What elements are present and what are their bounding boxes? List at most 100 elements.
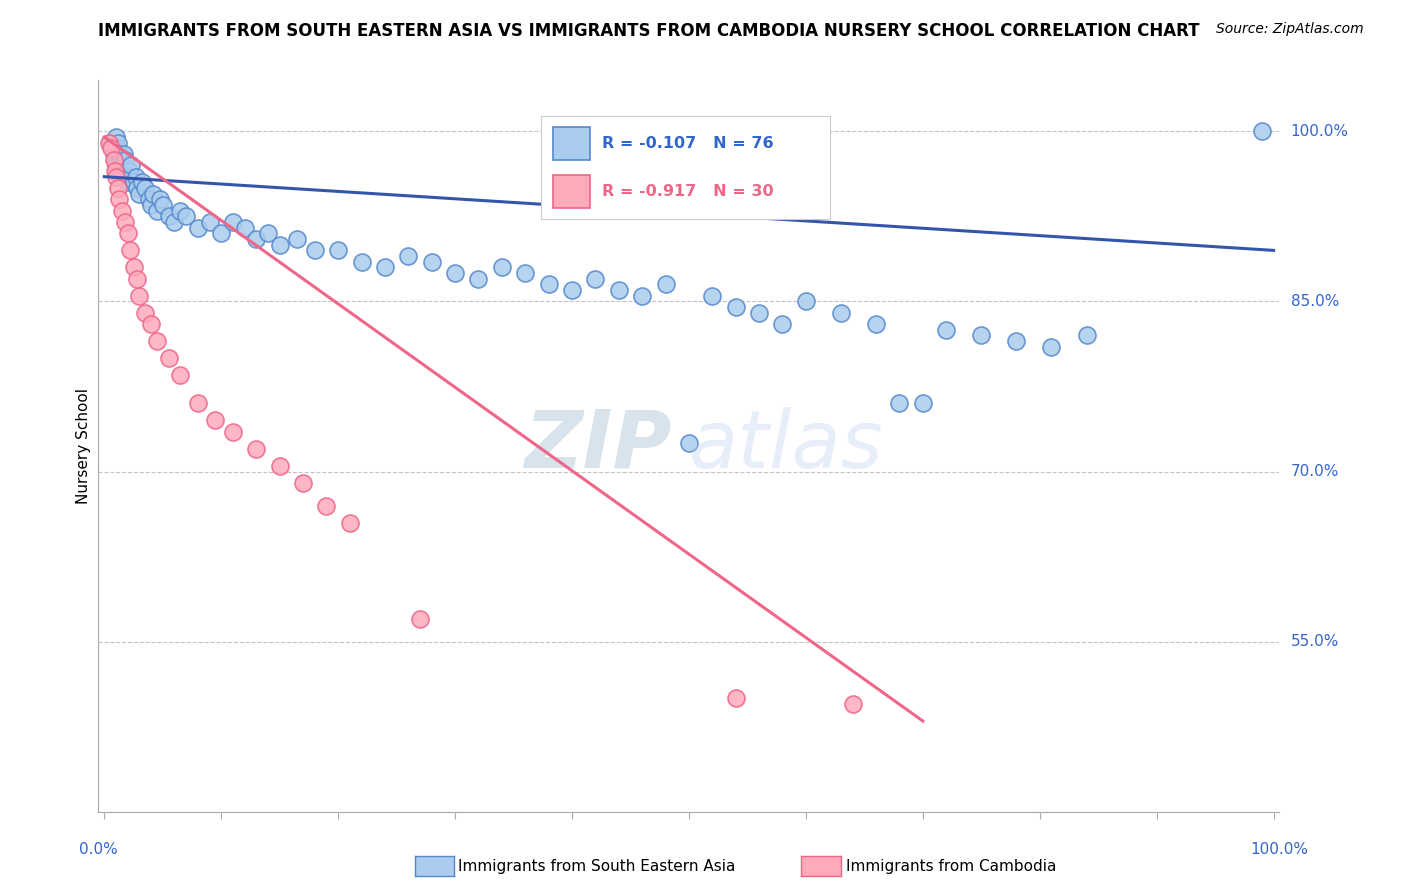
Point [117, 227, 139, 241]
Point [103, 153, 125, 167]
Point [104, 169, 127, 184]
Point [134, 181, 156, 195]
Point [157, 210, 180, 224]
Point [607, 283, 630, 297]
Point [678, 436, 700, 450]
Point [865, 317, 887, 331]
Point [304, 244, 326, 258]
Point [830, 306, 852, 320]
Point [146, 334, 169, 348]
Point [118, 164, 141, 178]
Text: ZIP: ZIP [524, 407, 671, 485]
Point [583, 271, 606, 285]
Point [125, 271, 148, 285]
Point [111, 164, 134, 178]
Point [100, 141, 122, 155]
Text: Immigrants from South Eastern Asia: Immigrants from South Eastern Asia [458, 859, 735, 873]
Text: IMMIGRANTS FROM SOUTH EASTERN ASIA VS IMMIGRANTS FROM CAMBODIA NURSERY SCHOOL CO: IMMIGRANTS FROM SOUTH EASTERN ASIA VS IM… [98, 22, 1199, 40]
Point [152, 198, 174, 212]
Text: Source: ZipAtlas.com: Source: ZipAtlas.com [1216, 22, 1364, 37]
Point [911, 396, 934, 410]
Point [537, 277, 560, 292]
Point [146, 203, 169, 218]
Point [257, 227, 280, 241]
Point [794, 294, 817, 309]
Point [724, 691, 747, 706]
Point [374, 260, 396, 275]
Point [120, 158, 142, 172]
Point [631, 289, 654, 303]
Point [131, 175, 153, 189]
Point [169, 203, 191, 218]
Point [169, 368, 191, 383]
Point [444, 266, 467, 280]
Point [702, 289, 724, 303]
Text: 100.0%: 100.0% [1291, 124, 1348, 139]
FancyBboxPatch shape [553, 128, 591, 160]
Point [315, 499, 337, 513]
Point [110, 153, 132, 167]
Point [111, 203, 134, 218]
Text: Immigrants from Cambodia: Immigrants from Cambodia [846, 859, 1057, 873]
Point [104, 164, 127, 178]
Point [409, 612, 432, 626]
Point [772, 317, 794, 331]
Point [204, 413, 226, 427]
Point [970, 328, 993, 343]
Point [561, 283, 583, 297]
Text: 70.0%: 70.0% [1291, 464, 1339, 479]
Point [326, 244, 349, 258]
Point [222, 215, 245, 229]
Point [107, 181, 129, 195]
Point [285, 232, 308, 246]
Point [654, 277, 676, 292]
Point [118, 244, 141, 258]
Point [187, 220, 209, 235]
Point [420, 254, 443, 268]
Text: atlas: atlas [689, 407, 884, 485]
Point [108, 192, 131, 206]
Point [105, 141, 128, 155]
Point [104, 158, 127, 172]
Point [138, 192, 160, 206]
Point [748, 306, 770, 320]
Text: 0.0%: 0.0% [79, 842, 118, 857]
Point [122, 260, 145, 275]
Point [125, 181, 148, 195]
Point [187, 396, 209, 410]
Point [157, 351, 180, 365]
Text: R = -0.917   N = 30: R = -0.917 N = 30 [602, 185, 773, 200]
Point [935, 323, 957, 337]
Point [104, 153, 127, 167]
Point [1040, 340, 1063, 354]
Text: 85.0%: 85.0% [1291, 293, 1339, 309]
Point [198, 215, 221, 229]
Point [269, 458, 291, 473]
Point [467, 271, 489, 285]
Point [112, 147, 135, 161]
Point [149, 192, 172, 206]
Y-axis label: Nursery School: Nursery School [76, 388, 91, 504]
Point [724, 300, 747, 314]
Point [1005, 334, 1028, 348]
Point [97, 136, 120, 150]
Point [98, 136, 121, 150]
Point [515, 266, 537, 280]
Point [118, 169, 141, 184]
Point [114, 153, 136, 167]
Point [1251, 124, 1274, 138]
Point [139, 317, 162, 331]
Point [292, 475, 315, 490]
Point [245, 442, 267, 456]
Point [269, 237, 291, 252]
Point [233, 220, 256, 235]
Point [889, 396, 911, 410]
Text: R = -0.107   N = 76: R = -0.107 N = 76 [602, 136, 773, 151]
Point [128, 186, 150, 201]
Point [142, 186, 165, 201]
Point [114, 215, 136, 229]
Point [174, 210, 197, 224]
Point [122, 175, 145, 189]
Point [396, 249, 419, 263]
Text: 55.0%: 55.0% [1291, 634, 1339, 649]
